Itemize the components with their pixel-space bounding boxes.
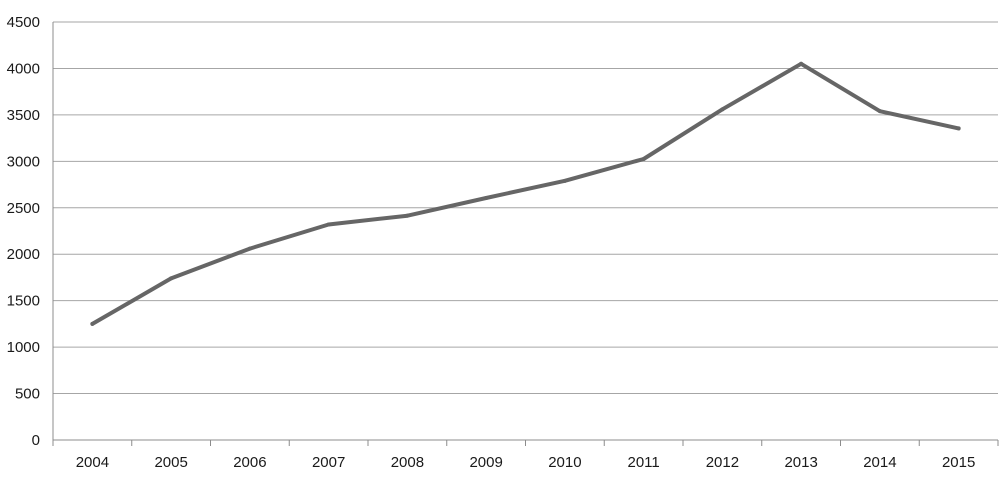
series-group [90, 61, 961, 326]
data-point-2014 [877, 109, 882, 114]
x-tick-label-2013: 2013 [784, 454, 817, 471]
y-tick-label: 500 [15, 386, 40, 403]
x-tick-label-2012: 2012 [706, 454, 739, 471]
y-tick-label: 4500 [7, 14, 40, 31]
gridlines [53, 21, 998, 395]
y-tick-label: 3500 [7, 107, 40, 124]
x-axis: 2004 2005 2006 2007 2008 2009 2010 2011 2012 2013… [52, 439, 999, 471]
data-point-2004 [90, 321, 95, 326]
y-tick-label: 1000 [7, 339, 40, 356]
x-tick-label-2015: 2015 [942, 454, 975, 471]
data-point-2005 [169, 276, 174, 281]
x-tick-label-2004: 2004 [76, 454, 109, 471]
x-tick-label-2006: 2006 [233, 454, 266, 471]
x-tick-label-2007: 2007 [312, 454, 345, 471]
data-point-2010 [562, 178, 567, 183]
x-tick-label-2008: 2008 [391, 454, 424, 471]
data-point-2006 [247, 246, 252, 251]
series-line-0 [90, 61, 961, 326]
x-tick-label-2009: 2009 [469, 454, 502, 471]
data-point-2015 [956, 126, 961, 131]
x-tick-label-2010: 2010 [548, 454, 581, 471]
y-axis: 0 500 1000 1500 2000 2500 3000 3500 4000 4500 [7, 14, 54, 449]
data-point-2011 [641, 157, 646, 162]
y-tick-label: 2500 [7, 200, 40, 217]
x-tick-label-2014: 2014 [863, 454, 896, 471]
y-tick-label: 0 [32, 432, 40, 449]
data-point-2009 [484, 196, 489, 201]
data-point-2012 [720, 107, 725, 112]
y-tick-label: 4000 [7, 60, 40, 77]
y-tick-label: 1500 [7, 293, 40, 310]
y-tick-label: 2000 [7, 246, 40, 263]
data-point-2007 [326, 222, 331, 227]
y-tick-label: 3000 [7, 153, 40, 170]
x-tick-label-2005: 2005 [154, 454, 187, 471]
data-point-2008 [405, 213, 410, 218]
x-tick-label-2011: 2011 [627, 454, 659, 471]
data-point-2013 [799, 61, 804, 66]
